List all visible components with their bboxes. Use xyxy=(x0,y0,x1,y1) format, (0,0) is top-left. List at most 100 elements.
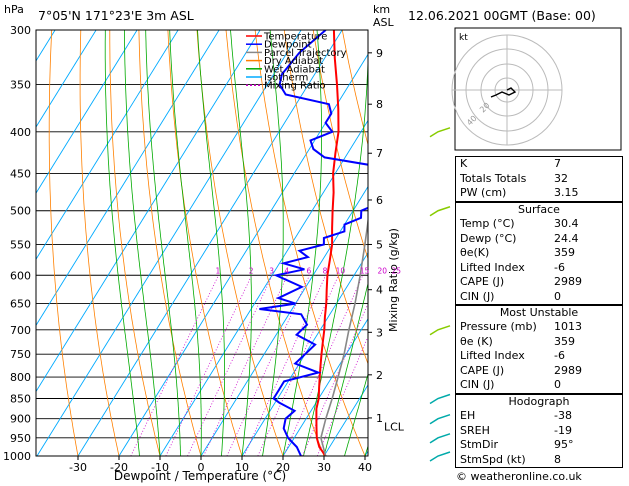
lcl-label: LCL xyxy=(384,420,405,433)
hodograph-table-panel: Hodograph EH -38 SREH -19 StmDir 95° StmSpd (k… xyxy=(455,394,623,468)
dewpoint-line xyxy=(259,30,368,456)
most-unstable-label: θe (K) xyxy=(460,334,493,348)
isotherm-line xyxy=(36,30,179,261)
pressure-tick-label: 1000 xyxy=(3,450,31,463)
pressure-tick-label: 700 xyxy=(10,324,31,337)
legend-entry: Temperature xyxy=(263,32,327,43)
hodograph-stat-row: StmSpd (kt) 8 xyxy=(456,453,622,468)
pressure-axis-unit: hPa xyxy=(4,3,24,16)
temp-tick-label: 20 xyxy=(276,461,290,474)
mixing-ratio-tick-label: 1 xyxy=(216,266,221,275)
hodograph-stat-value: -38 xyxy=(554,409,572,422)
pressure-tick-label: 900 xyxy=(10,413,31,426)
pressure-tick-label: 450 xyxy=(10,167,31,180)
date-label: 12.06.2021 00GMT (Base: 00) xyxy=(408,8,596,23)
hodograph-table-title: Hodograph xyxy=(508,395,570,408)
surface-value: 24.4 xyxy=(554,231,579,245)
chart-title: 7°05'N 171°23'E 3m ASL xyxy=(38,8,194,23)
dry-adiabat-line xyxy=(167,30,243,456)
wet-adiabat-line xyxy=(282,30,323,456)
wind-barb xyxy=(429,451,451,462)
pressure-tick-label: 800 xyxy=(10,371,31,384)
mixing-ratio-line xyxy=(165,275,253,456)
index-row: Totals Totals 32 xyxy=(456,172,622,187)
most-unstable-label: Pressure (mb) xyxy=(460,320,537,333)
temperature-line xyxy=(315,30,340,456)
surface-row: Lifted Index -6 xyxy=(456,261,622,276)
dry-adiabat-line xyxy=(283,30,368,365)
isotherm-line xyxy=(77,30,343,456)
pressure-tick-label: 350 xyxy=(10,79,31,92)
surface-value: 2989 xyxy=(554,275,582,288)
isotherm-line xyxy=(36,30,302,456)
isotherm-line xyxy=(159,119,368,456)
wind-barb xyxy=(429,433,451,444)
most-unstable-row: Lifted Index -6 xyxy=(456,349,622,364)
most-unstable-row: CAPE (J) 2989 xyxy=(456,364,622,379)
index-label: Totals Totals xyxy=(460,171,527,185)
legend-entry: Mixing Ratio xyxy=(264,81,326,92)
mixing-ratio-tick-label: 6 xyxy=(306,266,311,275)
most-unstable-value: -6 xyxy=(554,349,565,362)
wet-adiabat-line xyxy=(344,372,368,456)
mixing-ratio-line xyxy=(226,275,310,456)
pressure-tick-label: 400 xyxy=(10,126,31,139)
surface-panel: Surface Temp (°C) 30.4 Dewp (°C) 24.4 θe(K) 3… xyxy=(455,202,623,305)
pressure-tick-label: 600 xyxy=(10,269,31,282)
surface-row: Dewp (°C) 24.4 xyxy=(456,232,622,247)
isotherm-line xyxy=(36,30,220,327)
height-tick-label: 4 xyxy=(376,284,383,297)
most-unstable-row: CIN (J) 0 xyxy=(456,378,622,393)
most-unstable-value: 2989 xyxy=(554,363,582,377)
height-tick-label: 9 xyxy=(376,47,383,60)
legend-entry: Wet Adiabat xyxy=(264,64,325,75)
height-tick-label: 1 xyxy=(376,412,383,425)
isotherm-line xyxy=(36,30,261,393)
temp-tick-label: 0 xyxy=(198,461,205,474)
pressure-tick-label: 650 xyxy=(10,298,31,311)
surface-label: θe(K) xyxy=(460,246,490,259)
legend-entry: Dewpoint xyxy=(264,40,312,51)
temp-tick-label: -30 xyxy=(69,461,87,474)
most-unstable-value: 1013 xyxy=(554,320,582,333)
isotherm-line xyxy=(36,30,138,194)
surface-title: Surface xyxy=(518,203,560,216)
isotherm-line xyxy=(36,30,97,128)
hodograph-kt-label: kt xyxy=(459,33,468,43)
mixing-ratio-tick-label: 8 xyxy=(323,266,328,275)
surface-value: 30.4 xyxy=(554,217,579,230)
mixing-ratio-tick-label: 10 xyxy=(336,266,346,275)
dry-adiabat-line xyxy=(138,30,202,456)
temp-tick-label: -20 xyxy=(110,461,128,474)
temp-tick-label: -10 xyxy=(151,461,169,474)
wet-adiabat-line xyxy=(262,30,284,456)
most-unstable-label: Lifted Index xyxy=(460,349,525,362)
surface-value: -6 xyxy=(554,260,565,274)
hodograph-stat-row: SREH -19 xyxy=(456,424,622,439)
pressure-tick-label: 950 xyxy=(10,432,31,445)
hodograph-trace xyxy=(490,87,517,98)
height-tick-label: 6 xyxy=(376,194,383,207)
height-axis-unit-km: km xyxy=(373,3,390,16)
mixing-ratio-tick-label: 25 xyxy=(392,266,402,275)
hodograph-stat-value: 95° xyxy=(554,438,574,451)
wind-barb xyxy=(429,414,451,425)
most-unstable-title: Most Unstable xyxy=(499,306,579,319)
surface-row: θe(K) 359 xyxy=(456,246,622,261)
surface-label: Temp (°C) xyxy=(460,217,515,230)
surface-label: CIN (J) xyxy=(460,289,495,303)
isotherm-line xyxy=(118,53,368,456)
most-unstable-value: 0 xyxy=(554,378,561,391)
mixing-ratio-tick-label: 20 xyxy=(377,266,387,275)
pressure-tick-label: 550 xyxy=(10,238,31,251)
most-unstable-panel: Most Unstable Pressure (mb) 1013 θe (K) 359… xyxy=(455,305,623,394)
most-unstable-label: CIN (J) xyxy=(460,378,495,391)
height-tick-label: 2 xyxy=(376,369,383,382)
indices-panel: K 7 Totals Totals 32 PW (cm) 3.15 xyxy=(455,156,623,202)
wet-adiabat-line xyxy=(323,281,368,456)
hodograph-stat-value: -19 xyxy=(554,423,572,437)
surface-row: Temp (°C) 30.4 xyxy=(456,217,622,232)
dry-adiabat-line xyxy=(254,30,366,456)
mixing-ratio-tick-label: 15 xyxy=(360,266,370,275)
temp-tick-label: 30 xyxy=(317,461,331,474)
